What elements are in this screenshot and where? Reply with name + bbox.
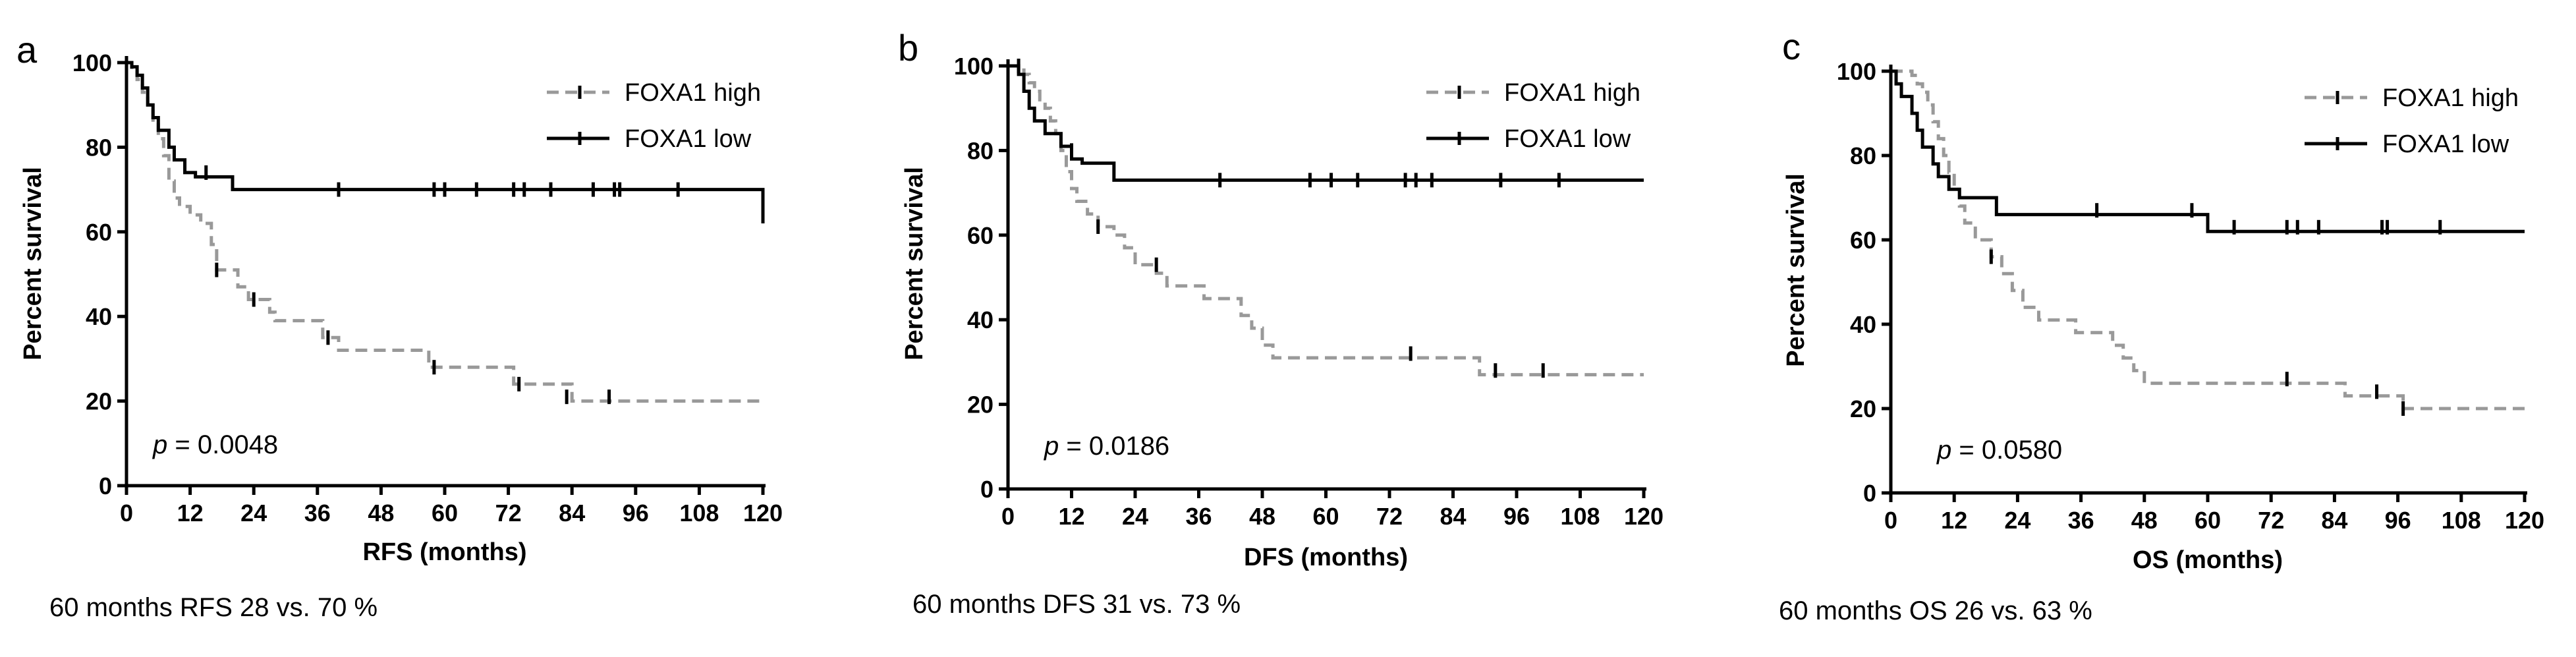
x-tick-label: 12 <box>177 500 204 527</box>
p-value-symbol: p <box>1936 436 1951 465</box>
km-chart-c-svg: c 0 20 40 60 80 100 0 12 24 36 48 60 72 84 96 108 120 OS (… <box>1782 26 2544 574</box>
x-tick-label: 12 <box>1058 503 1084 530</box>
km-panel-a: a 0 20 40 60 80 100 0 12 24 36 48 60 72 84 96 108 120 RFS … <box>0 0 856 657</box>
survival-curve-low <box>126 61 765 223</box>
caption-b: 60 months DFS 31 vs. 73 % <box>912 590 1241 619</box>
x-tick-label: 108 <box>2442 507 2481 534</box>
x-tick-label: 48 <box>368 500 394 527</box>
x-tick-label: 48 <box>1249 503 1275 530</box>
x-tick-label: 0 <box>1001 503 1015 530</box>
p-value-symbol: p <box>1044 432 1059 461</box>
km-panel-b: b 0 20 40 60 80 100 0 12 24 36 48 60 72 84 96 108 120 DFS … <box>860 0 1716 657</box>
y-tick-label: 80 <box>86 134 112 161</box>
x-axis-label: OS (months) <box>2133 546 2283 574</box>
p-value-number: = 0.0048 <box>167 430 278 459</box>
y-tick-label: 20 <box>967 391 994 418</box>
x-tick-label: 96 <box>2385 507 2411 534</box>
legend-label: FOXA1 high <box>1504 79 1640 107</box>
p-value-symbol: p <box>152 430 167 459</box>
x-tick-label: 120 <box>743 500 783 527</box>
legend-label: FOXA1 low <box>1504 125 1631 153</box>
panel-letter: a <box>16 29 38 71</box>
x-tick-label: 84 <box>2321 507 2347 534</box>
y-tick-label: 40 <box>1850 311 1876 338</box>
y-tick-label: 0 <box>1863 480 1876 507</box>
x-tick-label: 108 <box>679 500 719 527</box>
x-tick-label: 60 <box>2195 507 2221 534</box>
survival-curve-low <box>1008 64 1644 182</box>
x-tick-label: 60 <box>1312 503 1339 530</box>
y-axis-label: Percent survival <box>901 167 928 360</box>
x-tick-label: 12 <box>1941 507 1967 534</box>
survival-curve-low <box>1891 69 2525 233</box>
x-tick-label: 24 <box>1122 503 1148 530</box>
x-tick-label: 120 <box>1624 503 1664 530</box>
y-axis-label: Percent survival <box>19 167 47 360</box>
x-tick-label: 0 <box>120 500 133 527</box>
caption-c: 60 months OS 26 vs. 63 % <box>1779 596 2092 625</box>
km-chart-b-svg: b 0 20 40 60 80 100 0 12 24 36 48 60 72 84 96 108 120 DFS … <box>898 27 1664 571</box>
x-tick-label: 36 <box>304 500 331 527</box>
legend-label: FOXA1 low <box>625 125 752 153</box>
x-tick-label: 72 <box>495 500 522 527</box>
y-tick-label: 80 <box>967 137 994 164</box>
y-tick-label: 100 <box>72 49 112 76</box>
caption-a: 60 months RFS 28 vs. 70 % <box>49 593 378 622</box>
y-tick-label: 20 <box>1850 395 1876 422</box>
y-tick-label: 100 <box>954 53 994 80</box>
x-tick-label: 36 <box>1185 503 1212 530</box>
x-axis-label: DFS (months) <box>1244 544 1408 571</box>
y-tick-label: 60 <box>1850 227 1876 254</box>
legend-label: FOXA1 high <box>625 79 761 107</box>
y-tick-label: 40 <box>967 306 994 333</box>
y-tick-label: 60 <box>86 219 112 246</box>
km-chart-a-svg: a 0 20 40 60 80 100 0 12 24 36 48 60 72 84 96 108 120 RFS … <box>16 29 783 566</box>
x-tick-label: 72 <box>2258 507 2284 534</box>
x-tick-label: 84 <box>559 500 585 527</box>
panel-letter: c <box>1782 26 1801 67</box>
p-value-label: p = 0.0186 <box>1044 432 1169 461</box>
x-tick-label: 120 <box>2505 507 2544 534</box>
p-value-label: p = 0.0048 <box>152 430 278 459</box>
survival-curve-high <box>126 61 763 403</box>
km-panel-c: c 0 20 40 60 80 100 0 12 24 36 48 60 72 84 96 108 120 OS (… <box>1720 0 2576 657</box>
legend-label: FOXA1 low <box>2382 130 2509 158</box>
y-tick-label: 80 <box>1850 142 1876 169</box>
y-axis-label: Percent survival <box>1782 173 1810 367</box>
y-tick-label: 40 <box>86 303 112 330</box>
survival-curve-high <box>1008 64 1644 377</box>
x-tick-label: 96 <box>623 500 649 527</box>
x-tick-label: 60 <box>432 500 458 527</box>
x-tick-label: 24 <box>240 500 267 527</box>
x-axis-label: RFS (months) <box>362 538 526 566</box>
survival-curve-high <box>1891 69 2527 413</box>
x-tick-label: 48 <box>2131 507 2158 534</box>
p-value-number: = 0.0186 <box>1059 432 1169 461</box>
panel-letter: b <box>898 27 918 69</box>
legend-label: FOXA1 high <box>2382 84 2519 112</box>
y-tick-label: 0 <box>980 476 994 503</box>
x-tick-label: 108 <box>1560 503 1600 530</box>
x-tick-label: 84 <box>1440 503 1466 530</box>
y-tick-label: 100 <box>1837 58 1876 85</box>
x-tick-label: 0 <box>1884 507 1897 534</box>
x-tick-label: 24 <box>2004 507 2030 534</box>
y-tick-label: 20 <box>86 388 112 415</box>
p-value-number: = 0.0580 <box>1951 436 2062 465</box>
x-tick-label: 36 <box>2068 507 2094 534</box>
x-tick-label: 96 <box>1503 503 1530 530</box>
y-tick-label: 0 <box>99 472 112 500</box>
p-value-label: p = 0.0580 <box>1936 436 2062 465</box>
y-tick-label: 60 <box>967 222 994 249</box>
x-tick-label: 72 <box>1376 503 1403 530</box>
